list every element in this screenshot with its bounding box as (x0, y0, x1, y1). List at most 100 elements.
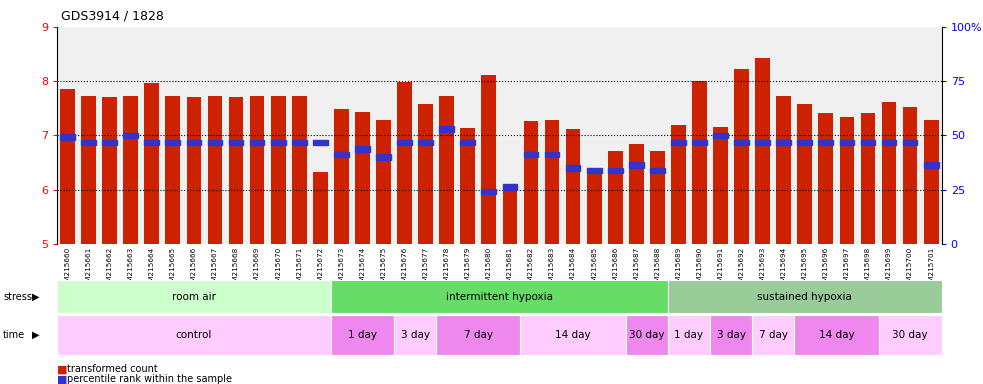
Text: stress: stress (3, 291, 32, 302)
Bar (882, 140, 896, 145)
Bar (902, 140, 917, 145)
Bar (145, 140, 159, 145)
Bar (777, 96, 791, 244)
Bar (502, 191, 517, 244)
Bar (607, 168, 622, 173)
Bar (82, 140, 96, 145)
Text: 3 day: 3 day (401, 330, 430, 340)
Text: transformed count: transformed count (67, 364, 157, 374)
Bar (629, 144, 644, 244)
Bar (376, 120, 391, 244)
Bar (520, 315, 626, 355)
Bar (667, 280, 942, 313)
Bar (794, 315, 879, 355)
Bar (502, 184, 517, 190)
Bar (861, 113, 875, 244)
Text: ■: ■ (57, 374, 68, 384)
Bar (713, 127, 727, 244)
Bar (924, 162, 939, 168)
Text: 7 day: 7 day (759, 330, 787, 340)
Bar (102, 140, 117, 145)
Text: ▶: ▶ (32, 330, 40, 340)
Bar (839, 117, 854, 244)
Bar (418, 140, 433, 145)
Bar (752, 315, 794, 355)
Bar (692, 140, 707, 145)
Bar (313, 140, 327, 145)
Bar (271, 96, 286, 244)
Bar (145, 83, 159, 244)
Bar (671, 124, 686, 244)
Bar (229, 97, 244, 244)
Bar (187, 97, 202, 244)
Bar (313, 172, 327, 244)
Bar (524, 152, 539, 157)
Bar (734, 69, 749, 244)
Bar (861, 140, 875, 145)
Bar (292, 140, 307, 145)
Bar (229, 140, 244, 145)
Bar (626, 315, 667, 355)
Bar (460, 128, 475, 244)
Bar (777, 140, 791, 145)
Bar (207, 96, 222, 244)
Bar (819, 113, 834, 244)
Bar (755, 58, 770, 244)
Text: 1 day: 1 day (348, 330, 376, 340)
Text: ▶: ▶ (32, 291, 40, 302)
Bar (250, 96, 264, 244)
Bar (439, 96, 454, 244)
Bar (250, 140, 264, 145)
Bar (57, 280, 331, 313)
Bar (124, 132, 138, 138)
Bar (524, 121, 539, 244)
Bar (394, 315, 436, 355)
Text: ■: ■ (57, 364, 68, 374)
Bar (587, 168, 602, 173)
Text: GDS3914 / 1828: GDS3914 / 1828 (61, 10, 164, 23)
Bar (755, 140, 770, 145)
Text: 3 day: 3 day (717, 330, 745, 340)
Bar (331, 280, 667, 313)
Bar (545, 152, 559, 157)
Bar (292, 96, 307, 244)
Bar (882, 102, 896, 244)
Bar (334, 109, 349, 244)
Text: 7 day: 7 day (464, 330, 492, 340)
Text: percentile rank within the sample: percentile rank within the sample (67, 374, 232, 384)
Bar (902, 107, 917, 244)
Bar (545, 120, 559, 244)
Bar (839, 140, 854, 145)
Bar (734, 140, 749, 145)
Bar (460, 140, 475, 145)
Text: 14 day: 14 day (819, 330, 854, 340)
Bar (650, 168, 665, 173)
Bar (566, 165, 580, 170)
Text: control: control (176, 330, 212, 340)
Bar (587, 170, 602, 244)
Bar (355, 146, 370, 152)
Text: room air: room air (172, 291, 216, 302)
Text: intermittent hypoxia: intermittent hypoxia (446, 291, 552, 302)
Bar (482, 74, 496, 244)
Bar (924, 120, 939, 244)
Bar (397, 82, 412, 244)
Bar (165, 96, 180, 244)
Bar (376, 154, 391, 160)
Bar (671, 140, 686, 145)
Text: sustained hypoxia: sustained hypoxia (757, 291, 852, 302)
Bar (60, 134, 75, 140)
Bar (271, 140, 286, 145)
Bar (819, 140, 834, 145)
Bar (629, 162, 644, 168)
Bar (439, 126, 454, 132)
Bar (57, 315, 331, 355)
Bar (102, 97, 117, 244)
Bar (397, 140, 412, 145)
Bar (482, 189, 496, 194)
Bar (710, 315, 752, 355)
Text: 30 day: 30 day (629, 330, 665, 340)
Bar (566, 129, 580, 244)
Bar (82, 96, 96, 244)
Bar (650, 151, 665, 244)
